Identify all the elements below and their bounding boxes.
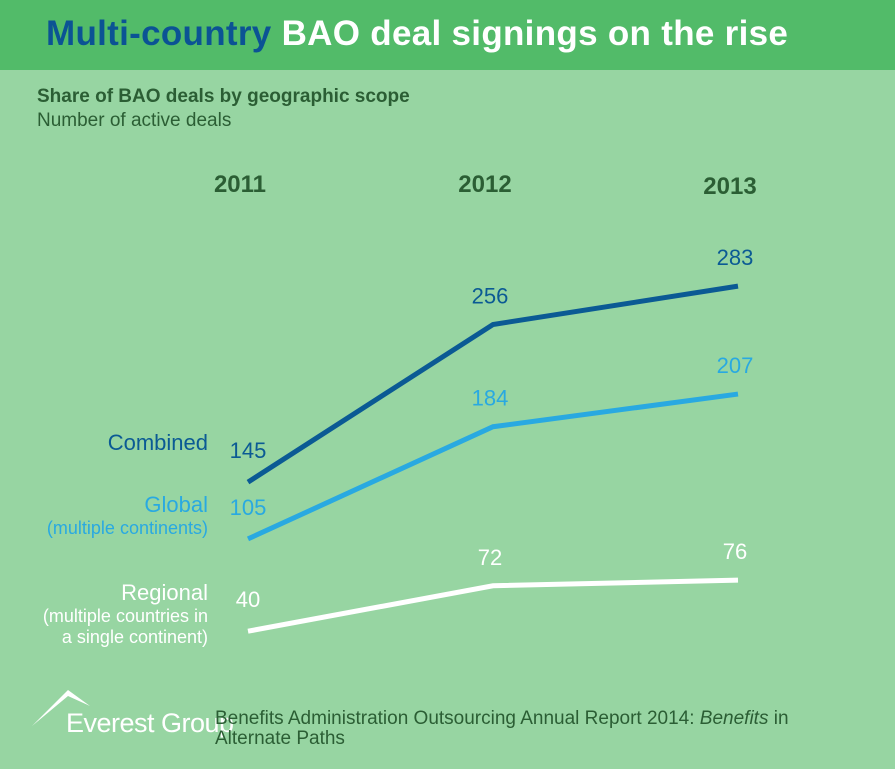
chart-title: Share of BAO deals by geographic scope bbox=[37, 86, 410, 107]
data-label: 40 bbox=[236, 587, 260, 612]
series-name: Combined bbox=[108, 430, 208, 455]
data-label: 72 bbox=[478, 545, 502, 570]
data-label: 256 bbox=[472, 283, 509, 308]
series-sublabel: (multiple continents) bbox=[47, 518, 208, 538]
chart-subtitle: Number of active deals bbox=[37, 110, 232, 131]
data-label: 105 bbox=[230, 495, 267, 520]
x-tick-label: 2013 bbox=[703, 173, 756, 200]
header-bar: Multi-country BAO deal signings on the r… bbox=[0, 0, 895, 70]
x-tick-label: 2012 bbox=[458, 171, 511, 198]
series-sublabel: a single continent) bbox=[62, 627, 208, 647]
x-tick-label: 2011 bbox=[214, 171, 266, 198]
everest-logo-mountain-icon bbox=[32, 690, 90, 726]
series-line-regional bbox=[247, 577, 739, 634]
data-label: 76 bbox=[723, 539, 747, 564]
data-label: 207 bbox=[717, 353, 754, 378]
data-label: 145 bbox=[230, 438, 267, 463]
data-label: 283 bbox=[717, 245, 754, 270]
series-line-global bbox=[246, 391, 739, 542]
series-line-combined bbox=[246, 283, 739, 485]
series-name: Global bbox=[144, 492, 208, 517]
headline: Multi-country BAO deal signings on the r… bbox=[46, 14, 789, 53]
everest-logo: Everest Group bbox=[66, 708, 234, 738]
series-sublabel: (multiple countries in bbox=[43, 606, 208, 626]
source-note: Benefits Administration Outsourcing Annu… bbox=[215, 708, 789, 749]
series-name: Regional bbox=[121, 580, 208, 605]
data-label: 184 bbox=[472, 386, 509, 411]
